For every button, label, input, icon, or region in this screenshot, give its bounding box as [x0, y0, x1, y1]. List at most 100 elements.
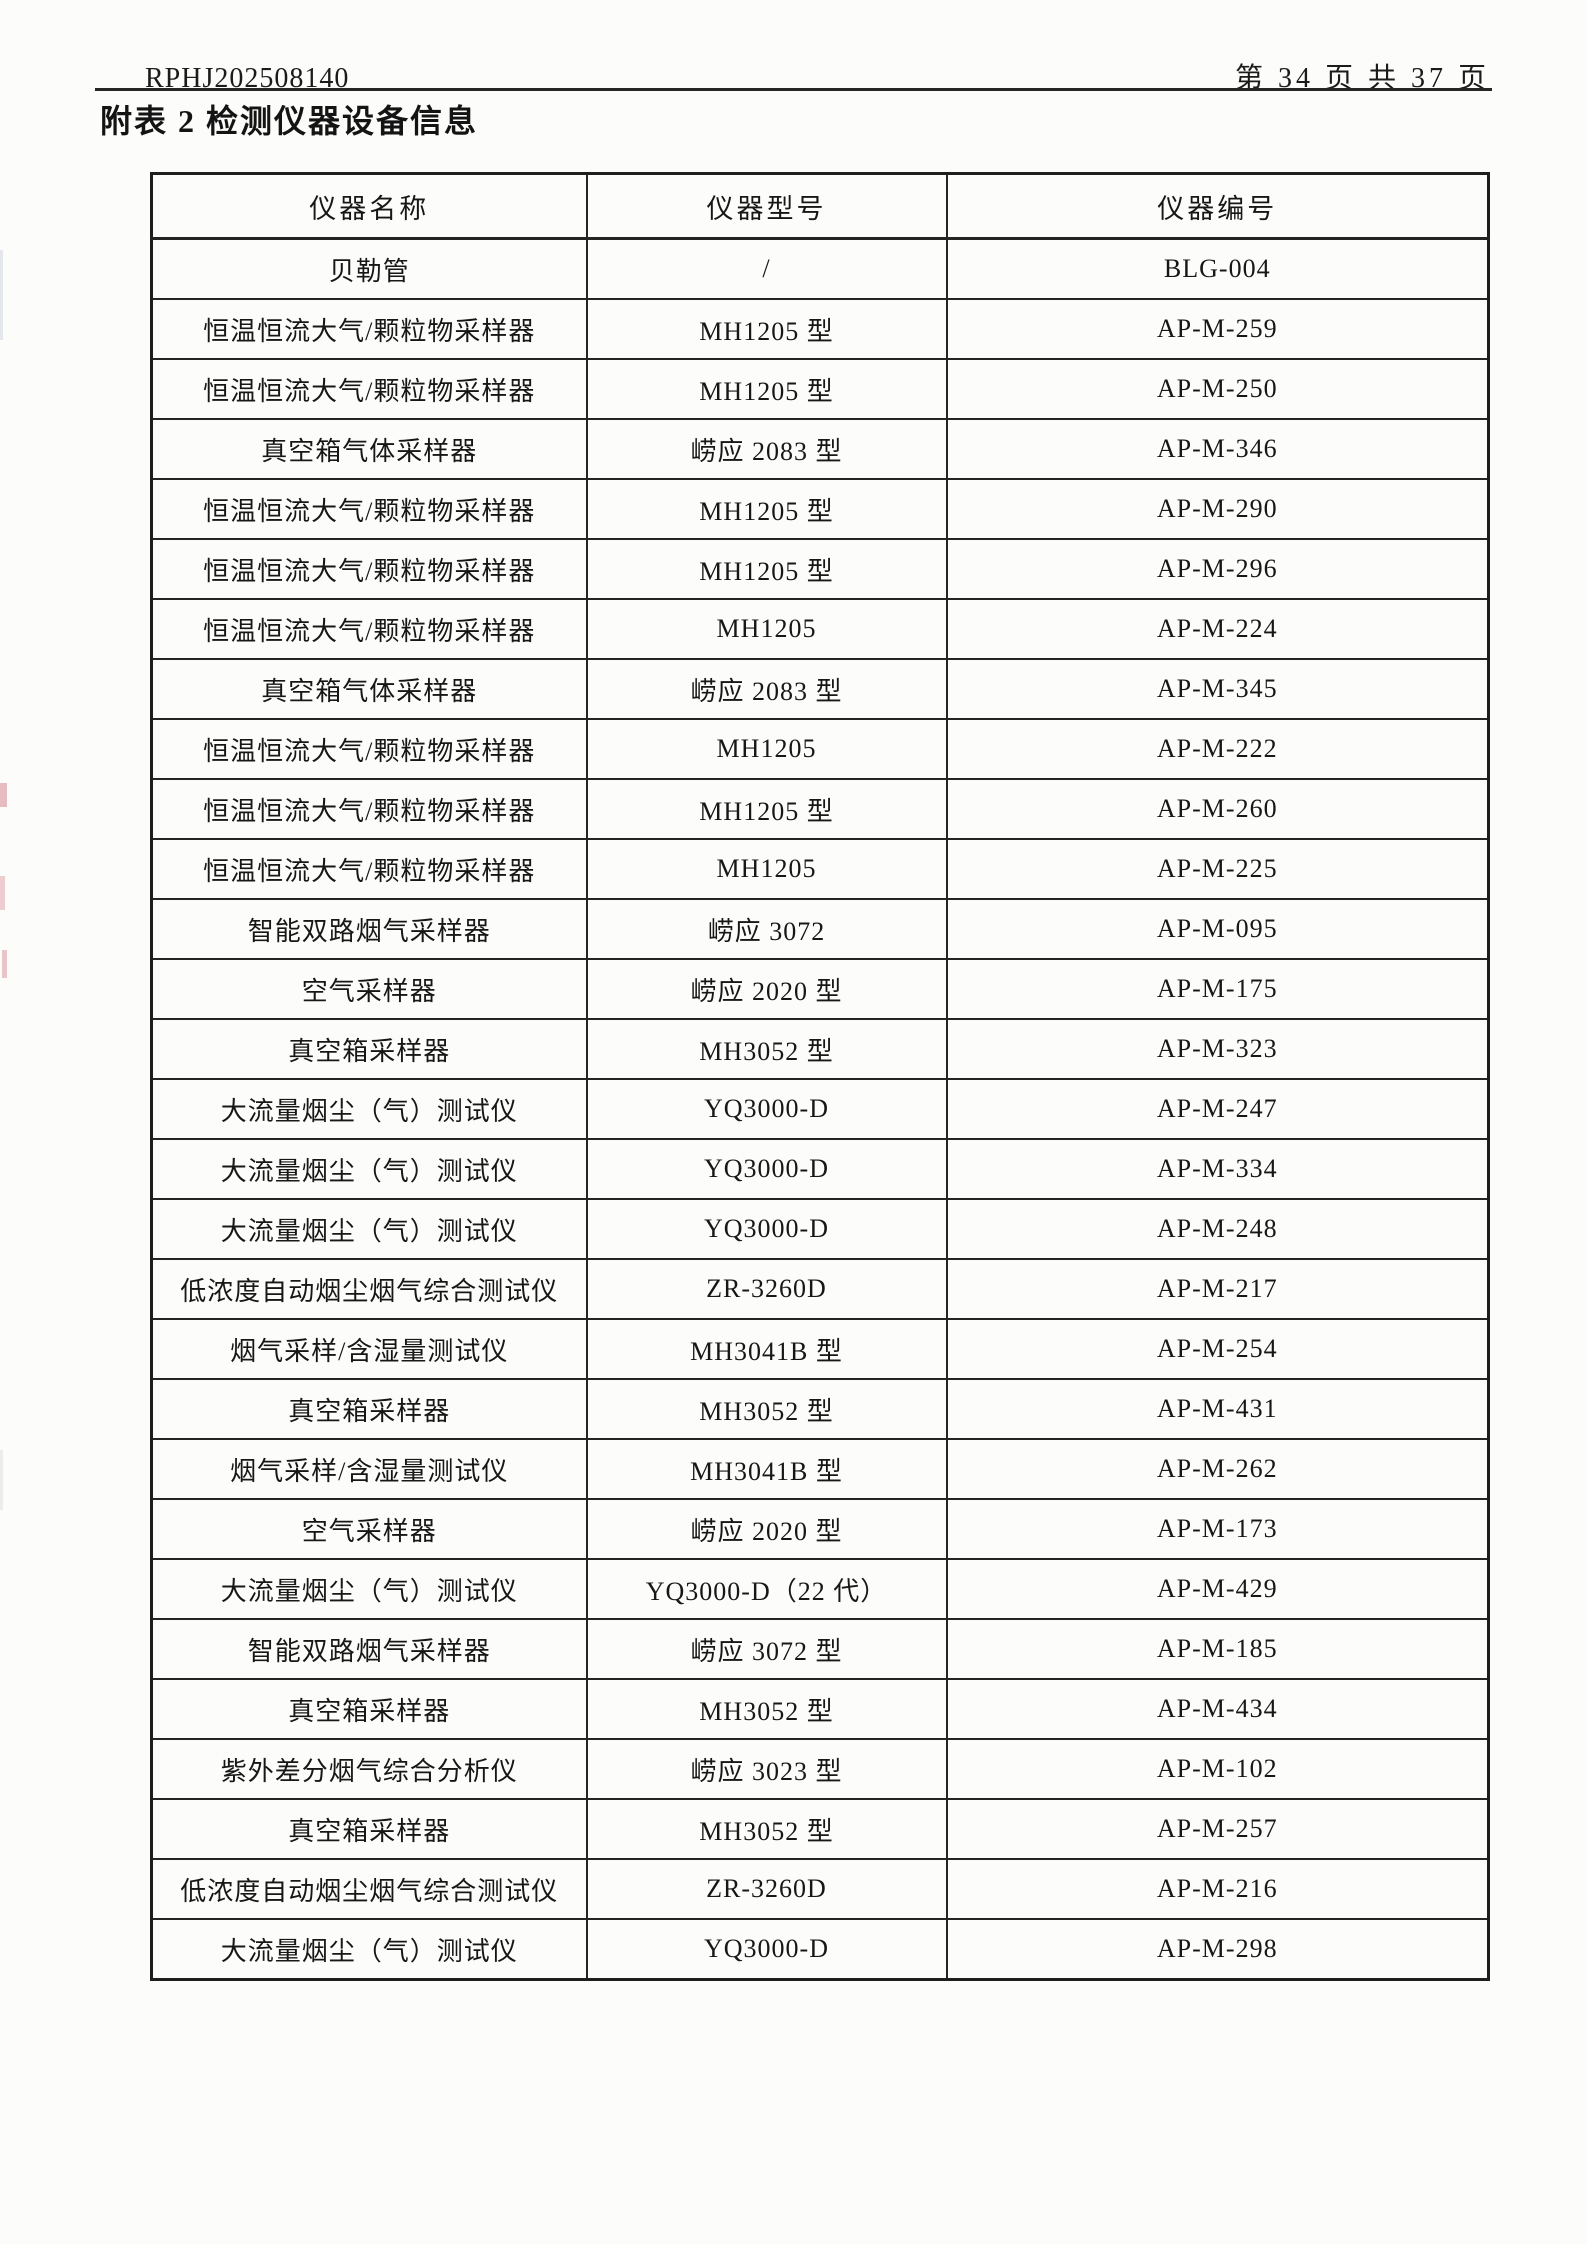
- instrument-name-cell: 真空箱采样器: [150, 1018, 588, 1080]
- table-row: 烟气采样/含湿量测试仪 MH3041B 型 AP-M-262: [150, 1438, 1490, 1500]
- instrument-name-cell: 大流量烟尘（气）测试仪: [150, 1558, 588, 1620]
- instrument-code-cell: AP-M-298: [945, 1918, 1490, 1981]
- instrument-code-cell: AP-M-434: [945, 1678, 1490, 1740]
- table-row: 恒温恒流大气/颗粒物采样器 MH1205 型 AP-M-250: [150, 358, 1490, 420]
- table-row: 恒温恒流大气/颗粒物采样器 MH1205 AP-M-225: [150, 838, 1490, 900]
- instrument-code-cell: AP-M-250: [945, 358, 1490, 420]
- instrument-code-cell: AP-M-248: [945, 1198, 1490, 1260]
- instrument-model-cell: ZR-3260D: [585, 1258, 948, 1320]
- instrument-code-cell: AP-M-102: [945, 1738, 1490, 1800]
- instrument-code-cell: AP-M-345: [945, 658, 1490, 720]
- instrument-code-cell: AP-M-247: [945, 1078, 1490, 1140]
- instrument-name-cell: 恒温恒流大气/颗粒物采样器: [150, 358, 588, 420]
- instrument-code-cell: AP-M-254: [945, 1318, 1490, 1380]
- scan-artifact: [0, 876, 5, 910]
- instrument-name-cell: 真空箱采样器: [150, 1678, 588, 1740]
- instrument-name-cell: 智能双路烟气采样器: [150, 898, 588, 960]
- column-header: 仪器名称: [150, 172, 588, 240]
- instrument-code-cell: AP-M-334: [945, 1138, 1490, 1200]
- table-row: 大流量烟尘（气）测试仪 YQ3000-D AP-M-248: [150, 1198, 1490, 1260]
- table-row: 低浓度自动烟尘烟气综合测试仪 ZR-3260D AP-M-217: [150, 1258, 1490, 1320]
- instrument-model-cell: 崂应 2083 型: [585, 418, 948, 480]
- instrument-code-cell: AP-M-175: [945, 958, 1490, 1020]
- instrument-model-cell: MH3052 型: [585, 1798, 948, 1860]
- instrument-model-cell: YQ3000-D: [585, 1138, 948, 1200]
- instrument-model-cell: MH1205 型: [585, 478, 948, 540]
- instrument-code-cell: AP-M-346: [945, 418, 1490, 480]
- instrument-code-cell: AP-M-296: [945, 538, 1490, 600]
- instrument-name-cell: 烟气采样/含湿量测试仪: [150, 1438, 588, 1500]
- instrument-name-cell: 恒温恒流大气/颗粒物采样器: [150, 718, 588, 780]
- scan-artifact: [0, 1450, 3, 1510]
- instrument-name-cell: 恒温恒流大气/颗粒物采样器: [150, 538, 588, 600]
- instrument-model-cell: MH3041B 型: [585, 1438, 948, 1500]
- instrument-model-cell: 崂应 3023 型: [585, 1738, 948, 1800]
- instrument-model-cell: MH3052 型: [585, 1678, 948, 1740]
- table-row: 恒温恒流大气/颗粒物采样器 MH1205 型 AP-M-259: [150, 298, 1490, 360]
- instrument-model-cell: YQ3000-D: [585, 1918, 948, 1981]
- instrument-model-cell: ZR-3260D: [585, 1858, 948, 1920]
- table-row: 大流量烟尘（气）测试仪 YQ3000-D AP-M-334: [150, 1138, 1490, 1200]
- table-row: 真空箱采样器 MH3052 型 AP-M-431: [150, 1378, 1490, 1440]
- instrument-model-cell: MH3052 型: [585, 1378, 948, 1440]
- instrument-name-cell: 恒温恒流大气/颗粒物采样器: [150, 298, 588, 360]
- instrument-code-cell: AP-M-217: [945, 1258, 1490, 1320]
- equipment-table-body: 贝勒管 / BLG-004 恒温恒流大气/颗粒物采样器 MH1205 型 AP-M-259…: [150, 237, 1490, 1981]
- instrument-model-cell: MH3052 型: [585, 1018, 948, 1080]
- instrument-code-cell: BLG-004: [945, 237, 1490, 300]
- instrument-name-cell: 贝勒管: [150, 237, 588, 300]
- table-row: 恒温恒流大气/颗粒物采样器 MH1205 型 AP-M-260: [150, 778, 1490, 840]
- table-row: 真空箱气体采样器 崂应 2083 型 AP-M-346: [150, 418, 1490, 480]
- table-row: 空气采样器 崂应 2020 型 AP-M-173: [150, 1498, 1490, 1560]
- instrument-name-cell: 真空箱气体采样器: [150, 418, 588, 480]
- table-row: 真空箱采样器 MH3052 型 AP-M-434: [150, 1678, 1490, 1740]
- instrument-model-cell: MH3041B 型: [585, 1318, 948, 1380]
- table-row: 大流量烟尘（气）测试仪 YQ3000-D AP-M-298: [150, 1918, 1490, 1981]
- table-row: 大流量烟尘（气）测试仪 YQ3000-D（22 代） AP-M-429: [150, 1558, 1490, 1620]
- instrument-model-cell: 崂应 2020 型: [585, 1498, 948, 1560]
- instrument-code-cell: AP-M-185: [945, 1618, 1490, 1680]
- instrument-name-cell: 烟气采样/含湿量测试仪: [150, 1318, 588, 1380]
- table-row: 真空箱气体采样器 崂应 2083 型 AP-M-345: [150, 658, 1490, 720]
- scan-artifact: [0, 250, 3, 340]
- instrument-name-cell: 真空箱采样器: [150, 1798, 588, 1860]
- instrument-name-cell: 低浓度自动烟尘烟气综合测试仪: [150, 1258, 588, 1320]
- instrument-name-cell: 大流量烟尘（气）测试仪: [150, 1198, 588, 1260]
- instrument-name-cell: 真空箱气体采样器: [150, 658, 588, 720]
- instrument-name-cell: 智能双路烟气采样器: [150, 1618, 588, 1680]
- instrument-code-cell: AP-M-259: [945, 298, 1490, 360]
- table-row: 恒温恒流大气/颗粒物采样器 MH1205 型 AP-M-296: [150, 538, 1490, 600]
- table-title: 附表 2 检测仪器设备信息: [100, 103, 479, 139]
- table-row: 大流量烟尘（气）测试仪 YQ3000-D AP-M-247: [150, 1078, 1490, 1140]
- table-row: 空气采样器 崂应 2020 型 AP-M-175: [150, 958, 1490, 1020]
- instrument-code-cell: AP-M-290: [945, 478, 1490, 540]
- instrument-code-cell: AP-M-173: [945, 1498, 1490, 1560]
- instrument-model-cell: MH1205: [585, 838, 948, 900]
- instrument-name-cell: 空气采样器: [150, 958, 588, 1020]
- instrument-code-cell: AP-M-216: [945, 1858, 1490, 1920]
- table-row: 真空箱采样器 MH3052 型 AP-M-257: [150, 1798, 1490, 1860]
- table-row: 低浓度自动烟尘烟气综合测试仪 ZR-3260D AP-M-216: [150, 1858, 1490, 1920]
- instrument-name-cell: 恒温恒流大气/颗粒物采样器: [150, 838, 588, 900]
- instrument-name-cell: 低浓度自动烟尘烟气综合测试仪: [150, 1858, 588, 1920]
- table-row: 智能双路烟气采样器 崂应 3072 型 AP-M-185: [150, 1618, 1490, 1680]
- header-underline: [95, 88, 1492, 91]
- instrument-code-cell: AP-M-222: [945, 718, 1490, 780]
- table-row: 恒温恒流大气/颗粒物采样器 MH1205 AP-M-222: [150, 718, 1490, 780]
- instrument-code-cell: AP-M-323: [945, 1018, 1490, 1080]
- table-row: 紫外差分烟气综合分析仪 崂应 3023 型 AP-M-102: [150, 1738, 1490, 1800]
- instrument-model-cell: YQ3000-D（22 代）: [585, 1558, 948, 1620]
- instrument-code-cell: AP-M-095: [945, 898, 1490, 960]
- scan-artifact: [2, 950, 7, 978]
- instrument-code-cell: AP-M-429: [945, 1558, 1490, 1620]
- instrument-model-cell: MH1205 型: [585, 778, 948, 840]
- instrument-model-cell: 崂应 2020 型: [585, 958, 948, 1020]
- instrument-model-cell: /: [585, 237, 948, 300]
- instrument-model-cell: MH1205: [585, 718, 948, 780]
- instrument-name-cell: 大流量烟尘（气）测试仪: [150, 1078, 588, 1140]
- table-row: 恒温恒流大气/颗粒物采样器 MH1205 AP-M-224: [150, 598, 1490, 660]
- instrument-code-cell: AP-M-224: [945, 598, 1490, 660]
- instrument-name-cell: 大流量烟尘（气）测试仪: [150, 1138, 588, 1200]
- instrument-name-cell: 真空箱采样器: [150, 1378, 588, 1440]
